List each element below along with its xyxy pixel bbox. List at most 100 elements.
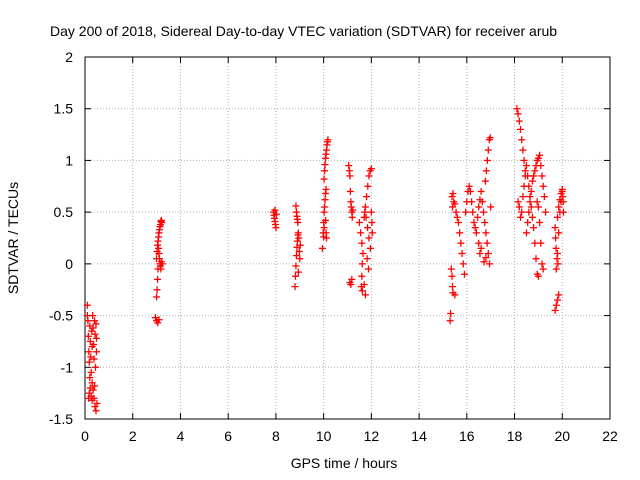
data-point [540,193,548,201]
data-point [478,198,486,206]
data-point [447,265,455,273]
data-point [364,224,372,232]
data-point [481,177,489,185]
data-point [555,203,563,211]
data-point [477,244,485,252]
data-point [469,208,477,216]
y-tick-label: 1.5 [54,101,74,117]
data-point [293,237,301,245]
y-tick-label: -1.5 [49,411,73,427]
data-point [459,260,467,268]
y-tick-label: 0 [65,256,73,272]
data-point [363,193,371,201]
data-point [542,208,550,216]
data-point [151,314,159,322]
x-tick-label: 14 [411,428,427,444]
data-point [448,272,456,280]
data-point [363,255,371,263]
data-point [321,161,329,169]
data-point [86,337,94,345]
data-point [294,218,302,226]
data-point [482,229,490,237]
data-point [554,260,562,268]
data-point [157,265,165,273]
chart-title: Day 200 of 2018, Sidereal Day-to-day VTE… [50,23,557,39]
data-point [91,382,99,390]
data-point [448,193,456,201]
data-point [554,296,561,304]
data-point [295,247,303,255]
data-point [348,213,356,221]
data-point [323,234,330,242]
data-point [466,187,474,195]
data-point [539,265,547,273]
data-point [537,239,545,247]
data-point [520,156,528,164]
data-point [530,224,538,232]
data-point [272,224,280,232]
data-point [518,136,526,144]
data-point [349,206,357,214]
data-point [528,213,536,221]
data-point [154,275,162,283]
data-point [470,218,478,226]
data-point [153,286,161,294]
data-point [83,301,91,309]
data-point [558,185,566,193]
data-point [533,198,541,206]
data-point [534,203,542,211]
data-point [522,162,530,170]
data-point [471,224,479,232]
data-point [365,172,373,180]
data-point [468,198,476,206]
data-point [460,270,468,278]
data-point [361,291,369,299]
data-point [367,208,375,216]
data-point [474,213,482,221]
data-point [360,281,368,289]
data-point [475,203,483,211]
data-point [85,358,93,366]
data-point [355,218,363,226]
data-point [271,206,279,214]
data-point [154,319,162,327]
data-point [93,399,101,407]
data-point [88,327,96,335]
x-tick-label: 22 [602,428,618,444]
data-point [365,265,372,273]
data-points [83,105,567,415]
data-point [296,241,304,249]
data-point [322,216,330,224]
data-point [358,260,366,268]
x-tick-label: 2 [129,428,137,444]
data-point [358,239,366,247]
x-tick-label: 16 [459,428,475,444]
data-point [557,190,565,198]
data-point [514,198,522,206]
data-point [552,244,560,252]
data-point [358,272,366,280]
data-point [85,348,93,356]
data-point [456,229,464,237]
data-point [559,208,567,216]
data-point [158,260,166,268]
data-point [346,172,354,180]
data-point [318,244,326,252]
data-point [476,250,484,258]
data-point [158,218,166,226]
data-point [481,218,489,226]
data-point [524,172,532,180]
data-point [484,146,492,154]
data-point [487,203,495,211]
data-point [359,250,367,258]
data-point [519,146,527,154]
data-point [519,193,527,201]
data-point [522,229,530,237]
data-point [320,175,328,183]
data-point [321,167,329,175]
data-point [531,239,539,247]
data-point [368,229,376,237]
data-point [345,162,353,170]
data-point [446,317,454,325]
data-point [553,255,561,263]
